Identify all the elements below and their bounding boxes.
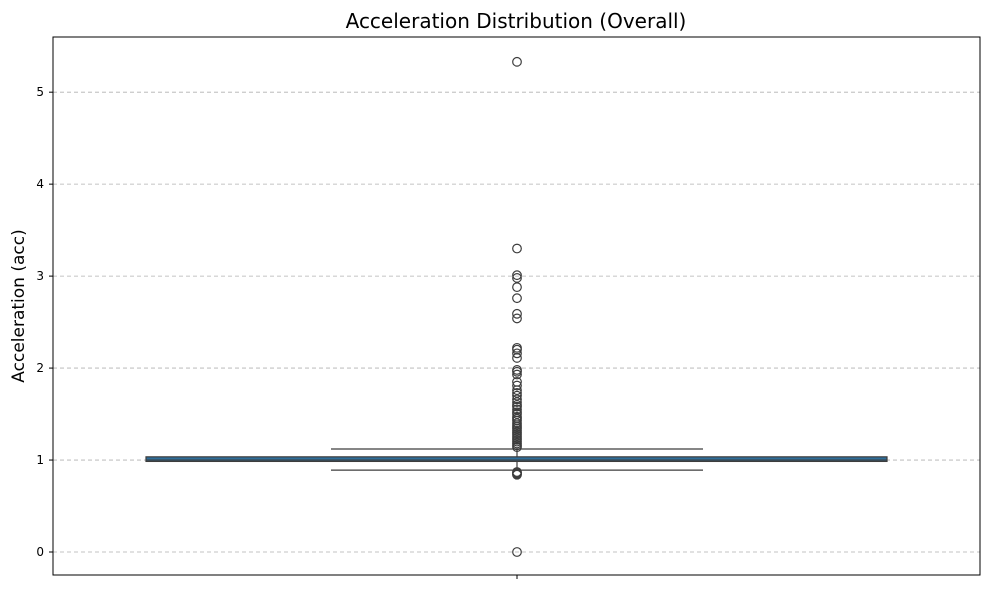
outlier-point-14 [512,369,522,380]
y-tick-label-3: 3 [36,269,44,283]
outlier-point-21 [512,397,522,408]
outlier-point-1 [512,243,522,254]
outlier-point-23 [512,401,522,412]
outlier-point-13 [512,366,522,377]
box-plot [145,448,888,471]
chart-title: Acceleration Distribution (Overall) [346,9,687,33]
y-axis-ticks: 0 1 2 3 4 5 [36,85,518,579]
y-tick-label-5: 5 [36,85,44,99]
y-tick-label-0: 0 [36,545,44,559]
y-tick-label-1: 1 [36,453,44,467]
outlier-point-0 [512,56,522,67]
outlier-point-6 [512,308,522,319]
outlier-point-10 [512,348,522,359]
outlier-point-4 [512,282,522,293]
plot-area-frame [52,36,981,576]
outlier-point-48 [512,547,522,557]
interquartile-box [145,456,888,463]
outlier-point-43 [512,442,522,453]
outlier-points [512,56,522,557]
y-tick-label-2: 2 [36,361,44,375]
y-axis-label: Acceleration (acc) [9,229,29,382]
outlier-point-7 [512,313,522,324]
y-tick-label-4: 4 [36,177,44,191]
outlier-point-2 [512,270,522,281]
outlier-point-5 [512,293,522,304]
outlier-point-47 [512,469,522,480]
outlier-point-11 [512,353,522,363]
outlier-point-20 [512,394,522,405]
outlier-point-16 [512,380,522,391]
